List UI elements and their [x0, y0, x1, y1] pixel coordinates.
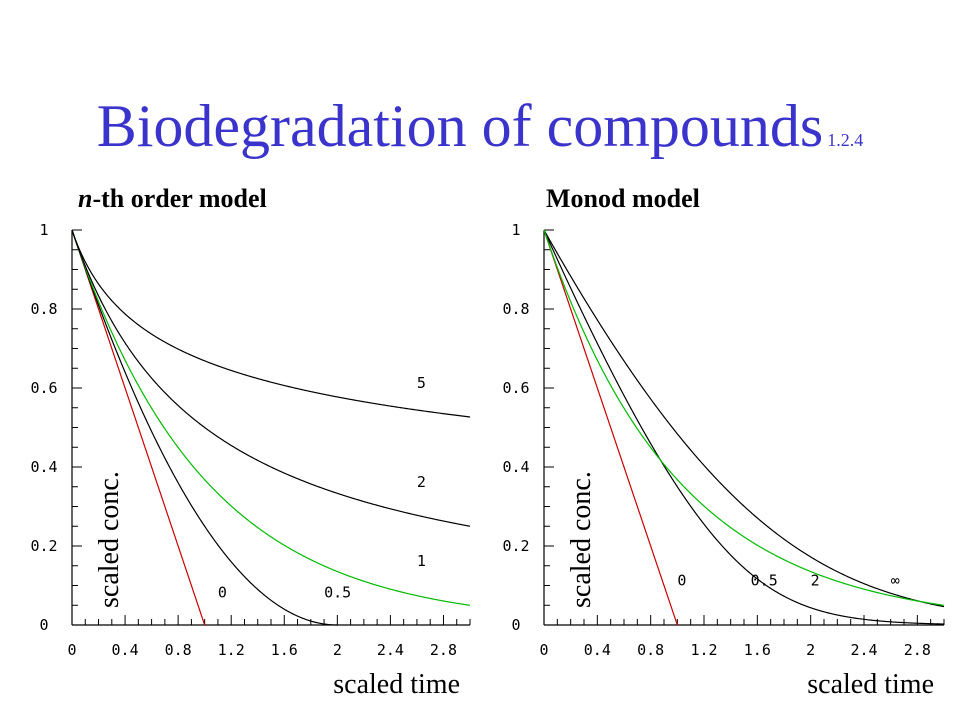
left-curve-label: 5 — [417, 374, 426, 392]
right-curve-label: ∞ — [891, 572, 900, 590]
left-y-axis-title: scaled conc. — [94, 471, 125, 608]
left-curve-label: 0.5 — [324, 583, 351, 601]
right-series-line-0p5 — [543, 229, 945, 625]
left-x-tick-label: 2.4 — [377, 641, 404, 659]
right-y-tick-label: 0.6 — [502, 379, 529, 397]
right-x-tick-label: 1.2 — [690, 641, 717, 659]
right-curve-label: 0 — [677, 572, 686, 590]
right-x-tick-label: 2.8 — [904, 641, 931, 659]
left-x-tick-label: 1.6 — [271, 641, 298, 659]
left-y-tick-label: 0.2 — [30, 537, 57, 555]
right-x-tick-label: 0.8 — [637, 641, 664, 659]
left-x-tick-label: 0 — [67, 641, 76, 659]
right-chart: 0 0.2 0.4 0.6 0.8 1 0 0.4 0.8 1.2 1.6 2 2.4 2.8 0 0.5 2 ∞… — [502, 221, 945, 700]
left-y-tick-label: 1 — [39, 221, 48, 239]
left-x-tick-label: 0.8 — [165, 641, 192, 659]
right-y-tick-label: 0.4 — [502, 458, 529, 476]
right-x-tick-label: 2 — [806, 641, 815, 659]
left-series-line-0 — [71, 229, 206, 626]
right-y-tick-label: 1 — [511, 221, 520, 239]
right-x-tick-label: 0.4 — [584, 641, 611, 659]
left-y-tick-label: 0.6 — [30, 379, 57, 397]
right-curve-label: 2 — [811, 572, 820, 590]
left-y-tick-label: 0.4 — [30, 458, 57, 476]
right-series-line-0 — [543, 229, 679, 626]
right-curve-label: 0.5 — [751, 572, 778, 590]
right-x-axis-title: scaled time — [807, 669, 934, 700]
left-chart-title: n-th order model — [78, 184, 267, 214]
right-y-tick-label: 0.2 — [502, 537, 529, 555]
left-chart-title-italic: n — [78, 184, 93, 213]
left-x-tick-label: 0.4 — [112, 641, 139, 659]
left-y-tick-label: 0.8 — [30, 300, 57, 318]
slide-title: Biodegradation of compounds 1.2.4 — [0, 90, 960, 176]
right-series-line-2 — [543, 229, 945, 608]
left-x-tick-label: 2.8 — [430, 641, 457, 659]
left-chart-title-rest: -th order model — [92, 184, 267, 213]
right-x-tick-label: 1.6 — [744, 641, 771, 659]
left-x-axis-title: scaled time — [333, 669, 460, 700]
slide-title-reference: 1.2.4 — [827, 130, 864, 150]
left-curve-label: 1 — [417, 552, 426, 570]
left-curve-label: 0 — [218, 583, 227, 601]
right-series-line-p — [543, 229, 945, 606]
left-series-line-1 — [71, 229, 471, 606]
right-y-axis-title: scaled conc. — [566, 471, 597, 608]
right-y-tick-label: 0.8 — [502, 300, 529, 318]
left-series-line-5 — [71, 229, 471, 418]
left-curve-label: 2 — [417, 473, 426, 491]
slide-title-text: Biodegradation of compounds — [96, 93, 824, 159]
right-y-tick-label: 0 — [511, 616, 520, 634]
left-x-tick-label: 2 — [333, 641, 342, 659]
left-series-line-2 — [71, 229, 471, 527]
right-chart-title: Monod model — [546, 184, 700, 213]
left-y-tick-label: 0 — [39, 616, 48, 634]
right-x-tick-label: 0 — [539, 641, 548, 659]
right-x-tick-label: 2.4 — [850, 641, 877, 659]
left-series-line-0p5 — [71, 229, 338, 626]
left-chart: 0 0.2 0.4 0.6 0.8 1 0 0.4 0.8 1.2 1.6 2 2.4 2.8 0 0.5 1 2… — [30, 221, 471, 700]
left-x-tick-label: 1.2 — [218, 641, 245, 659]
